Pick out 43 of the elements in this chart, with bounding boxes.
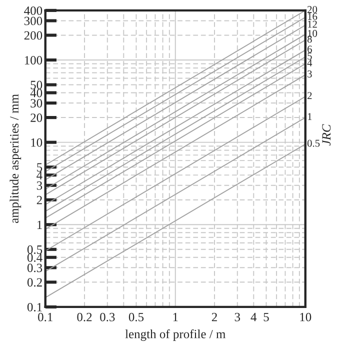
y-tick-label: 20 [30, 114, 42, 122]
series-label: 12 [308, 20, 317, 28]
y-tick-label: 100 [24, 56, 42, 64]
y-tick-label: 50 [30, 80, 42, 90]
y-tick-label: 0.5 [27, 245, 42, 254]
x-tick-label: 1 [173, 312, 178, 322]
series-label: 20 [308, 6, 318, 14]
series-label: 8 [307, 36, 312, 43]
series-label: 6 [307, 46, 312, 53]
y-tick-label: 5 [37, 163, 42, 172]
x-tick-label: 2 [212, 312, 217, 322]
series-label: 16 [308, 12, 318, 20]
x-tick-label: 5 [264, 312, 269, 322]
x-tick-label: 3 [234, 312, 240, 322]
series-label: 1 [308, 113, 312, 120]
y-tick-label: 10 [31, 138, 42, 147]
x-tick-label: 4 [250, 312, 257, 322]
x-tick-label: 0.5 [128, 312, 144, 322]
series-label: 3 [308, 70, 312, 78]
y-tick-label: 0.1 [27, 302, 42, 312]
y2-axis-title: JRC [322, 124, 331, 146]
y-tick-label: 0.4 [27, 253, 42, 262]
y-tick-label: 30 [30, 99, 42, 108]
x-tick-label: 0.2 [77, 312, 92, 322]
series-label: 2 [308, 92, 312, 100]
x-axis-title: length of profile / m [125, 329, 226, 341]
y-axis-title: amplitude asperities / mm [10, 94, 22, 223]
y-tick-label: 0.3 [27, 264, 42, 272]
y-tick-label: 2 [36, 196, 42, 204]
y-tick-label: 0.2 [27, 278, 42, 287]
y-tick-label: 40 [30, 88, 42, 98]
y-tick-label: 400 [24, 6, 42, 15]
x-tick-label: 10 [300, 312, 312, 322]
y-tick-label: 1 [37, 220, 42, 229]
series-label: 10 [308, 30, 318, 37]
y-tick-label: 4 [36, 171, 42, 180]
x-tick-label: 0.3 [100, 312, 115, 322]
y-tick-label: 200 [24, 31, 42, 40]
y-tick-label: 300 [24, 16, 42, 26]
y-tick-label: 3 [36, 181, 42, 190]
series-label: 4 [307, 59, 312, 66]
series-label: 5 [308, 52, 312, 60]
series-label: 0.5 [307, 140, 320, 147]
